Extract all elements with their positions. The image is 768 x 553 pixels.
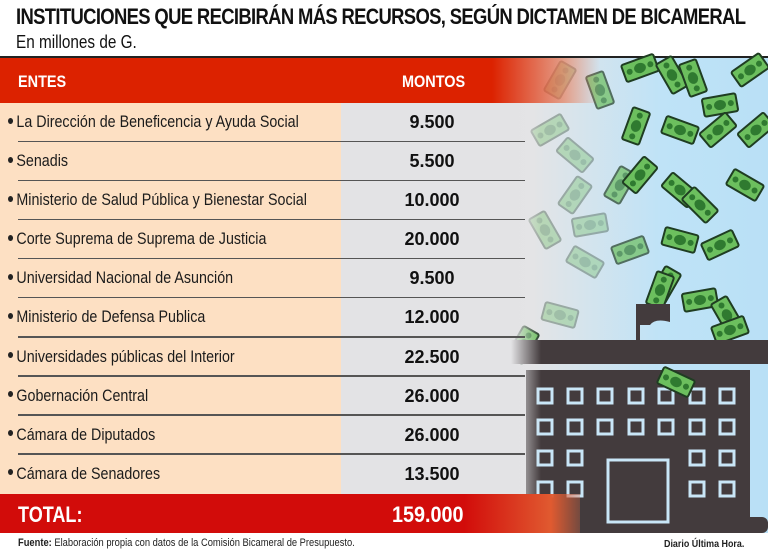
entity-name: Senadis [16,151,69,171]
entity-name: Ministerio de Salud Pública y Bienestar … [16,190,307,210]
total-value: 159.000 [392,502,464,527]
amount-value: 5.500 [409,151,455,172]
publisher-credit: Diario Última Hora. [664,538,745,550]
bullet-icon [8,430,14,437]
amounts-column-bg [341,103,541,494]
entity-name: Universidades públicas del Interior [16,346,235,366]
entities-column-bg [0,103,341,494]
source-text: Elaboración propia con datos de la Comis… [51,537,355,549]
bullet-icon [8,156,14,163]
amount-value: 9.500 [409,268,455,289]
title-divider [0,56,768,58]
row-divider [18,257,525,260]
amount-value: 12.000 [404,307,460,328]
row-divider [18,336,525,338]
entity-name: Universidad Nacional de Asunción [16,268,234,288]
bullet-icon [8,195,14,202]
flag-icon [636,304,670,325]
bullet-icon [8,312,14,319]
bullet-icon [8,117,14,124]
table-row: Ministerio de Salud Pública y Bienestar … [0,181,530,221]
building-roof [511,340,768,364]
table-body: La Dirección de Beneficencia y Ayuda Soc… [0,103,530,494]
table-row: Cámara de Diputados 26.000 [0,416,530,455]
table-row: Universidades públicas del Interior 22.50… [0,338,530,377]
header-entes: ENTES [18,72,67,91]
row-divider [18,453,525,455]
amount-value: 26.000 [404,424,460,445]
table-row: Universidad Nacional de Asunción 9.500 [0,259,530,299]
bullet-icon [8,234,14,241]
row-divider [18,218,525,221]
bullet-icon [8,352,14,359]
table-header [0,58,600,103]
bullet-icon [8,391,14,398]
row-divider [18,375,525,377]
entity-name: Corte Suprema de Suprema de Justicia [16,229,267,249]
amount-value: 22.500 [404,346,460,367]
entity-name: Ministerio de Defensa Publica [16,307,206,327]
source-note: Fuente: Elaboración propia con datos de … [18,537,355,549]
table-row: Cámara de Senadores 13.500 [0,455,530,494]
table-row: Ministerio de Defensa Publica 12.000 [0,298,530,338]
entity-name: Cámara de Diputados [16,424,156,444]
amount-value: 20.000 [404,229,460,250]
infographic-title: INSTITUCIONES QUE RECIBIRÁN MÁS RECURSOS… [16,4,746,29]
entity-name: La Dirección de Beneficencia y Ayuda Soc… [16,112,299,131]
bullet-icon [8,273,14,280]
row-divider [18,179,525,182]
row-divider [18,296,525,299]
header-montos: MONTOS [402,72,466,91]
table-row: La Dirección de Beneficencia y Ayuda Soc… [0,103,530,143]
total-row [0,494,580,533]
amount-value: 13.500 [404,463,460,484]
entity-name: Cámara de Senadores [16,463,161,483]
amount-value: 9.500 [409,112,455,132]
bullet-icon [8,469,14,476]
entity-name: Gobernación Central [16,385,149,405]
amount-value: 10.000 [404,190,460,211]
amount-value: 26.000 [404,385,460,406]
table-row: Gobernación Central 26.000 [0,377,530,416]
total-label: TOTAL: [18,502,83,527]
source-label: Fuente: [18,537,52,549]
row-divider [18,140,525,143]
infographic-subtitle: En millones de G. [16,32,137,52]
table-row: Corte Suprema de Suprema de Justicia 20.0… [0,220,530,260]
row-divider [18,414,525,416]
table-row: Senadis 5.500 [0,142,530,182]
